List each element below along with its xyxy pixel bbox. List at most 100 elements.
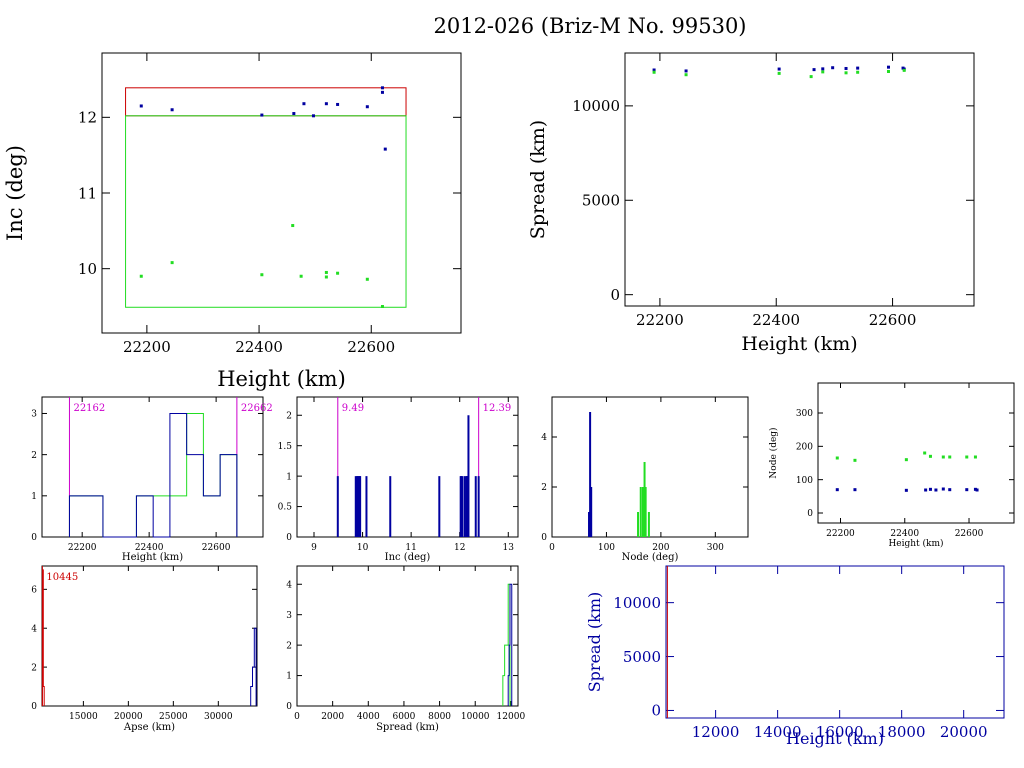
spread_vs_height_wide-xtick-label: 12000 — [692, 723, 740, 741]
node_vs_height-point — [904, 458, 908, 462]
spread_vs_height-point — [886, 65, 890, 69]
hist_apse-xtick-label: 25000 — [159, 712, 188, 722]
inc_vs_height-point — [170, 261, 174, 265]
hist_apse-ref-label: 10445 — [46, 572, 78, 583]
inc_vs_height-point — [380, 90, 384, 94]
inc_vs_height-point — [139, 274, 143, 278]
inc_vs_height-point — [365, 105, 369, 109]
node_vs_height-ytick-label: 300 — [796, 409, 813, 419]
hist_apse-xtick-label: 30000 — [204, 712, 233, 722]
hist_spread-ytick-label: 0 — [286, 702, 292, 712]
node_vs_height-point — [965, 455, 969, 459]
inc_vs_height-point — [170, 108, 174, 112]
hist_inc-xtick-label: 11 — [405, 543, 416, 553]
hist_node-xtick-label: 0 — [549, 543, 555, 553]
hist_apse-ytick-label: 6 — [31, 585, 37, 595]
inc_vs_height-ytick-label: 11 — [78, 184, 97, 202]
hist_inc-xtick-label: 12 — [454, 543, 465, 553]
hist_apse-frame — [41, 565, 258, 707]
hist_spread-ytick-label: 1 — [286, 672, 292, 682]
hist_spread-xtick-label: 4000 — [357, 712, 380, 722]
hist_height-hist-blue — [68, 412, 238, 538]
node_vs_height-point — [965, 488, 969, 492]
hist_spread-xtick-label: 0 — [294, 712, 300, 722]
spread_vs_height_wide-xtick-label: 14000 — [754, 723, 802, 741]
hist_spread-ytick-label: 3 — [286, 611, 292, 621]
hist_height-frame — [41, 396, 264, 538]
hist_node-frame — [551, 396, 749, 538]
spread_vs_height-point — [902, 68, 906, 72]
spread_vs_height_wide-xlabel: Height (km) — [786, 729, 884, 748]
hist_height-ytick-label: 3 — [31, 410, 37, 420]
hist_spread-xlabel: Spread (km) — [376, 722, 439, 733]
inc_vs_height-point — [380, 305, 384, 309]
inc_vs_height-point — [291, 224, 295, 228]
spread_vs_height-frame — [624, 52, 975, 307]
spread_vs_height_wide-xtick-label: 18000 — [878, 723, 926, 741]
inc_vs_height-point — [311, 114, 315, 118]
node_vs_height-point — [835, 456, 839, 460]
node_vs_height-ylabel: Node (deg) — [768, 427, 779, 478]
inc_vs_height-point — [324, 275, 328, 279]
hist_spread-xtick-label: 10000 — [461, 712, 490, 722]
spread_vs_height-point — [812, 68, 816, 72]
hist_node-ytick-label: 0 — [541, 533, 547, 543]
inc_vs_height-point — [139, 104, 143, 108]
hist_apse-xtick-label: 20000 — [114, 712, 143, 722]
hist_apse-xlabel: Apse (km) — [123, 722, 175, 733]
inc_vs_height-point — [292, 112, 296, 116]
hist_spread-hist-blue — [507, 583, 513, 706]
hist_height-ref-label: 22662 — [241, 403, 273, 414]
inc_vs_height-box-green — [125, 115, 407, 308]
hist_height-xtick-label: 22200 — [68, 543, 97, 553]
node_vs_height-frame — [817, 382, 1015, 524]
node_vs_height-point — [835, 488, 839, 492]
node_vs_height-point — [924, 488, 928, 492]
hist_height-ytick-label: 2 — [31, 451, 37, 461]
hist_inc-xtick-label: 9 — [311, 543, 317, 553]
inc_vs_height-ytick-label: 12 — [78, 109, 97, 127]
spread_vs_height-ylabel: Spread (km) — [527, 120, 549, 239]
spread_vs_height-point — [777, 71, 781, 75]
inc_vs_height-ytick-label: 10 — [78, 260, 97, 278]
hist_apse-ytick-label: 0 — [31, 702, 37, 712]
spread_vs_height-xlabel: Height (km) — [741, 333, 857, 355]
hist_spread-xtick-label: 12000 — [497, 712, 526, 722]
inc_vs_height-point — [383, 147, 387, 151]
hist_node-xtick-label: 100 — [598, 543, 615, 553]
inc_vs_height-point — [302, 102, 306, 106]
spread_vs_height-point — [652, 68, 656, 72]
spread_vs_height_wide-frame — [665, 565, 1005, 719]
hist_apse-ytick-label: 2 — [31, 663, 37, 673]
inc_vs_height-point — [365, 277, 369, 281]
node_vs_height-ytick-label: 200 — [796, 442, 813, 452]
inc_vs_height-xtick-label: 22600 — [347, 338, 395, 356]
spread_vs_height-ytick-label: 10000 — [572, 97, 620, 115]
spread_vs_height-point — [821, 70, 825, 74]
hist_apse-ytick-label: 4 — [31, 624, 37, 634]
node_vs_height-point — [973, 455, 977, 459]
hist_height-ref-label: 22162 — [73, 403, 105, 414]
node_vs_height-point — [948, 488, 952, 492]
hist_spread-ytick-label: 4 — [286, 580, 292, 590]
inc_vs_height-point — [324, 102, 328, 106]
inc_vs_height-box-red — [125, 87, 407, 117]
inc_vs_height-point — [336, 271, 340, 275]
node_vs_height-point — [948, 455, 952, 459]
node_vs_height-point — [934, 488, 938, 492]
node_vs_height-point — [904, 488, 908, 492]
inc_vs_height-frame — [101, 52, 462, 334]
hist_inc-xlabel: Inc (deg) — [385, 552, 431, 563]
spread_vs_height_wide-ytick-label: 10000 — [613, 594, 661, 612]
hist_node-ytick-label: 2 — [541, 483, 547, 493]
hist_node-xlabel: Node (deg) — [622, 552, 679, 563]
spread_vs_height-point — [684, 73, 688, 77]
node_vs_height-ytick-label: 0 — [807, 509, 813, 519]
node_vs_height-xlabel: Height (km) — [888, 538, 943, 549]
node_vs_height-xtick-label: 22200 — [826, 529, 855, 539]
hist_node-xtick-label: 200 — [652, 543, 669, 553]
spread_vs_height-point — [684, 69, 688, 73]
spread_vs_height_wide-xtick-label: 20000 — [940, 723, 988, 741]
hist_spread-xtick-label: 2000 — [321, 712, 344, 722]
